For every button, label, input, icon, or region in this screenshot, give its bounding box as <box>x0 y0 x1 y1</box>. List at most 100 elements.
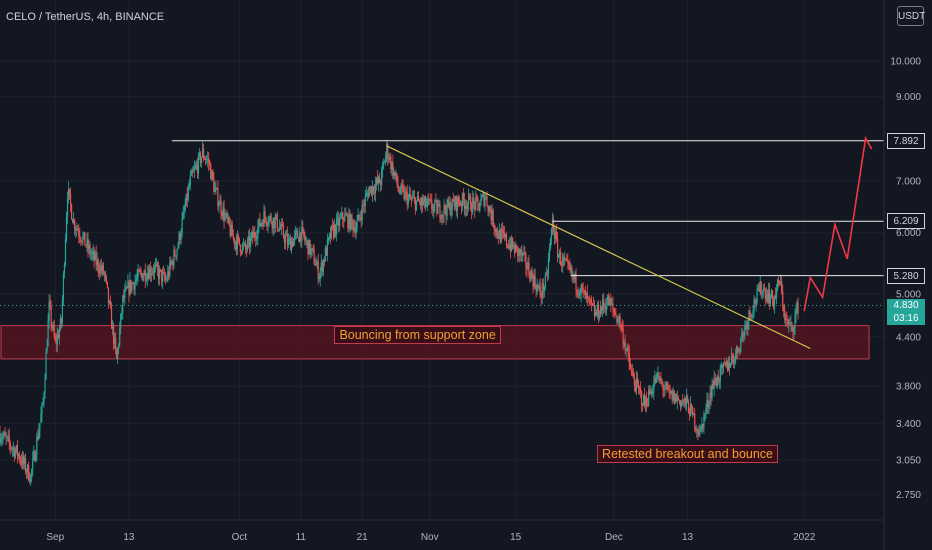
candle-body <box>361 204 363 221</box>
candle-body <box>231 224 233 237</box>
candle-body <box>711 383 713 398</box>
candle-body <box>59 318 61 330</box>
candle-body <box>509 244 512 251</box>
candle-body <box>620 325 622 327</box>
candle-body <box>764 289 766 300</box>
candle-body <box>248 236 250 241</box>
candle-body <box>502 231 504 233</box>
candle-body <box>201 148 204 157</box>
candle-body <box>132 283 134 284</box>
candle-body <box>4 432 6 436</box>
candle-body <box>561 264 563 266</box>
candle-body <box>524 252 526 255</box>
candle-body <box>632 373 634 378</box>
candle-body <box>599 306 602 317</box>
candle-body <box>757 288 759 290</box>
candle-body <box>297 230 299 238</box>
candle-body <box>54 336 56 341</box>
candle-body <box>23 458 26 464</box>
candle-body <box>334 224 337 235</box>
annotation-support-zone[interactable]: Bouncing from support zone <box>334 326 501 345</box>
candle-body <box>751 314 753 317</box>
candle-body <box>252 232 254 238</box>
currency-button[interactable]: USDT <box>897 6 925 26</box>
candle-body <box>772 299 775 308</box>
candle-body <box>750 314 752 317</box>
candle-body <box>391 162 393 170</box>
candle-body <box>36 436 38 456</box>
candle-body <box>275 214 277 219</box>
candle-body <box>381 169 383 186</box>
candle-body <box>170 261 172 264</box>
candle-body <box>393 171 395 176</box>
candle-body <box>785 319 787 321</box>
candle-body <box>397 183 399 189</box>
candle-body <box>258 218 260 227</box>
candle-body <box>673 391 675 404</box>
candle-body <box>531 270 533 277</box>
candle-body <box>499 229 501 243</box>
candle-body <box>285 234 288 237</box>
candle-body <box>416 196 419 201</box>
candle-body <box>522 253 524 256</box>
candle-body <box>333 224 336 237</box>
candle-body <box>655 377 657 382</box>
candle-body <box>659 378 661 381</box>
candle-body <box>321 262 323 272</box>
candle-body <box>125 287 127 291</box>
candle-body <box>768 290 771 304</box>
candle-body <box>679 400 681 407</box>
x-tick-label: 11 <box>296 532 307 543</box>
candle-body <box>534 275 536 286</box>
y-tick-label: 4.400 <box>896 332 921 343</box>
candle-body <box>453 201 455 207</box>
candle-body <box>211 170 213 180</box>
levels <box>0 140 884 307</box>
candle-body <box>540 295 542 298</box>
candle-body <box>233 237 235 245</box>
candle-body <box>66 197 69 218</box>
candle-body <box>476 196 478 198</box>
candle-body <box>508 244 511 249</box>
candle-body <box>492 210 494 227</box>
candle-body <box>378 176 381 184</box>
current-price: 4.830 <box>893 299 919 311</box>
candle-body <box>742 332 744 334</box>
candle-body <box>96 259 98 265</box>
candle-body <box>137 269 139 277</box>
candle-body <box>153 266 156 273</box>
candle-body <box>27 464 29 473</box>
candle-body <box>100 265 102 271</box>
candle-body <box>744 325 746 336</box>
candle-body <box>143 270 145 276</box>
annotation-retest[interactable]: Retested breakout and bounce <box>597 445 779 464</box>
candle-body <box>726 360 729 371</box>
candle-body <box>46 346 48 353</box>
candle-body <box>175 255 177 257</box>
candle-body <box>26 471 28 473</box>
x-tick-label: Nov <box>421 532 439 543</box>
candle-body <box>663 389 665 391</box>
candle-body <box>436 200 438 214</box>
candle-body <box>218 205 220 207</box>
candle-body <box>253 231 255 238</box>
candle-body <box>654 377 656 384</box>
candle-body <box>339 218 341 227</box>
candle-body <box>652 392 654 394</box>
candle-body <box>779 282 781 285</box>
candle-body <box>790 322 792 324</box>
candle-body <box>439 203 441 219</box>
candle-body <box>53 325 55 337</box>
candle-body <box>548 248 551 260</box>
candle-body <box>511 238 514 248</box>
candle-body <box>319 270 321 279</box>
candle-body <box>546 273 548 275</box>
candle-body <box>298 237 300 242</box>
candle-body <box>65 217 68 240</box>
candle-body <box>462 193 465 201</box>
candle-body <box>296 230 298 232</box>
candle-body <box>395 173 397 176</box>
candle-body <box>237 235 239 238</box>
candle-body <box>156 263 159 269</box>
